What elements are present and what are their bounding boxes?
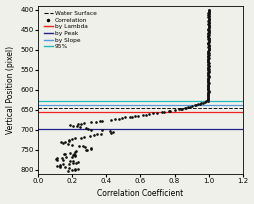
X-axis label: Correlation Coefficient: Correlation Coefficient <box>97 190 183 198</box>
Y-axis label: Vertical Position (pixel): Vertical Position (pixel) <box>6 45 14 134</box>
Legend: Water Surface, Correlation, by Lambda, by Peak, by Slope, 95%: Water Surface, Correlation, by Lambda, b… <box>43 10 98 50</box>
